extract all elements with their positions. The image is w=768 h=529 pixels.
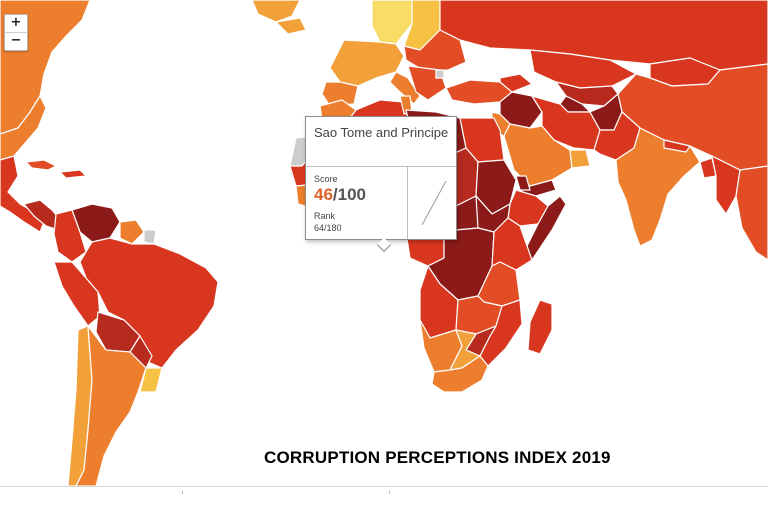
region-kosovo[interactable] xyxy=(435,69,445,79)
region-scandinavia[interactable] xyxy=(371,0,413,45)
region-uruguay[interactable] xyxy=(139,367,163,393)
region-uae-oman[interactable] xyxy=(569,149,591,169)
tooltip-score: 46/100 xyxy=(314,185,366,205)
region-southeast-asia[interactable] xyxy=(735,165,768,261)
tooltip-trend-sparkline xyxy=(421,180,447,226)
country-tooltip: Sao Tome and Principe Score 46/100 Rank … xyxy=(305,116,457,253)
tooltip-score-label: Score xyxy=(314,174,338,184)
region-nepal[interactable] xyxy=(663,139,691,153)
tooltip-divider xyxy=(306,166,456,167)
tooltip-rank-value: 64/180 xyxy=(314,223,342,233)
region-argentina[interactable] xyxy=(75,325,147,486)
zoom-in-button[interactable]: + xyxy=(10,15,22,30)
region-south-africa[interactable] xyxy=(431,355,489,393)
footer-tick xyxy=(389,491,390,494)
region-india[interactable] xyxy=(615,127,701,247)
region-western-europe[interactable] xyxy=(329,39,405,87)
trend-line xyxy=(421,180,447,226)
region-colombia[interactable] xyxy=(53,209,87,263)
footer-tick xyxy=(182,491,183,494)
region-iceland[interactable] xyxy=(275,17,307,35)
region-guiana[interactable] xyxy=(143,229,157,245)
tooltip-rank-label: Rank xyxy=(314,211,336,221)
world-map[interactable]: + − Sao Tome and Principe Score 46/100 R… xyxy=(0,0,768,486)
region-iberia[interactable] xyxy=(321,81,359,107)
tooltip-country-name: Sao Tome and Principe xyxy=(314,125,449,140)
zoom-out-button[interactable]: − xyxy=(5,32,27,50)
region-italy[interactable] xyxy=(389,71,421,105)
region-venezuela[interactable] xyxy=(71,203,121,243)
footer-divider xyxy=(0,486,768,487)
region-caucasus[interactable] xyxy=(499,73,533,93)
region-cuba[interactable] xyxy=(25,159,57,171)
tooltip-score-value: 46 xyxy=(314,185,333,204)
tooltip-score-max: /100 xyxy=(332,185,367,204)
region-eastern-europe[interactable] xyxy=(403,29,467,73)
region-guyana[interactable] xyxy=(119,219,145,245)
zoom-controls: + − xyxy=(4,14,28,51)
region-madagascar[interactable] xyxy=(527,299,553,355)
region-greenland[interactable] xyxy=(251,0,301,23)
region-haiti-dr[interactable] xyxy=(59,169,87,179)
map-title: CORRUPTION PERCEPTIONS INDEX 2019 xyxy=(264,448,611,467)
region-eritrea[interactable] xyxy=(515,175,531,191)
tooltip-vertical-divider xyxy=(407,166,408,239)
